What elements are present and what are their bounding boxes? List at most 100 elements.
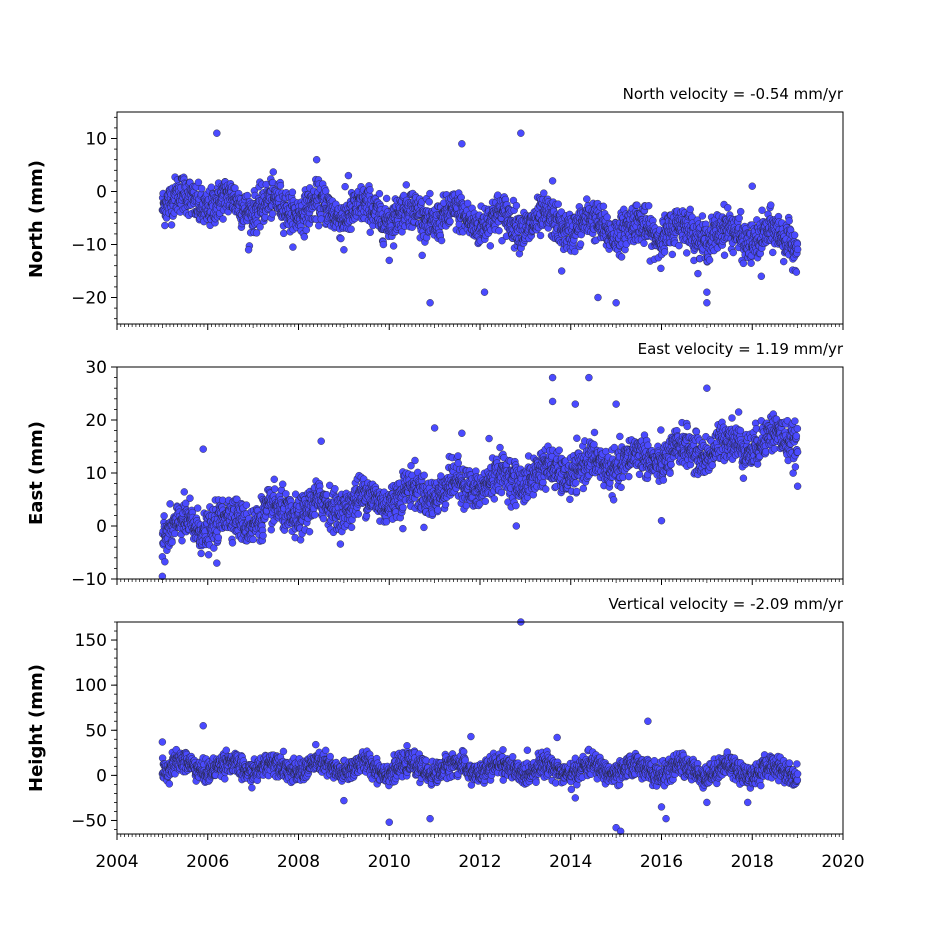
data-point <box>402 181 410 189</box>
data-point <box>603 213 611 221</box>
data-point <box>590 428 599 437</box>
outlier-point <box>385 256 393 265</box>
data-point <box>769 248 777 257</box>
data-point <box>660 248 669 256</box>
data-point <box>197 184 206 193</box>
data-point <box>411 456 419 465</box>
data-point <box>315 222 323 230</box>
data-point <box>512 501 520 510</box>
data-point <box>252 229 261 237</box>
data-point <box>271 485 279 493</box>
data-point <box>161 558 169 566</box>
east-y-tick-label: −10 <box>71 570 107 590</box>
outlier-point <box>312 155 321 164</box>
outlier-point <box>517 129 525 137</box>
east-velocity-title: East velocity = 1.19 mm/yr <box>638 340 844 358</box>
data-point <box>616 432 624 441</box>
data-point <box>242 501 251 509</box>
north-scatter-points <box>158 129 802 307</box>
data-point <box>197 549 205 558</box>
data-point <box>311 511 319 519</box>
data-point <box>736 207 745 216</box>
data-point <box>675 242 683 250</box>
data-point <box>640 239 648 247</box>
east-y-tick-label: 0 <box>96 517 107 537</box>
data-point <box>268 210 277 218</box>
data-point <box>276 181 285 190</box>
data-point <box>204 551 213 559</box>
data-point <box>495 226 503 235</box>
data-point <box>686 205 694 214</box>
outlier-point <box>594 293 602 302</box>
data-point <box>331 485 339 493</box>
data-point <box>249 535 257 544</box>
data-point <box>441 500 450 509</box>
data-point <box>572 479 580 487</box>
data-point <box>583 195 591 203</box>
data-point <box>302 226 311 234</box>
data-point <box>166 500 174 508</box>
north-y-tick-label: 0 <box>96 183 107 203</box>
data-point <box>379 240 388 249</box>
outlier-point <box>480 288 489 296</box>
data-point <box>540 189 548 197</box>
data-point <box>481 497 490 506</box>
data-point <box>280 229 288 238</box>
data-point <box>554 200 562 208</box>
data-point <box>425 198 433 206</box>
outlier-point <box>748 182 756 190</box>
data-point <box>418 251 426 260</box>
outlier-point <box>426 299 434 307</box>
data-point <box>454 452 462 460</box>
data-point <box>644 202 653 210</box>
data-point <box>434 506 442 514</box>
outlier-point <box>213 129 221 137</box>
data-point <box>694 269 702 278</box>
data-point <box>389 242 398 250</box>
data-point <box>790 231 799 239</box>
data-point <box>490 495 498 503</box>
data-point <box>178 537 186 545</box>
data-point <box>399 503 407 512</box>
data-point <box>282 490 290 498</box>
data-point <box>576 240 585 248</box>
data-point <box>426 189 434 198</box>
data-point <box>566 495 574 504</box>
data-point <box>214 533 223 542</box>
north-y-tick-label: −10 <box>71 236 107 256</box>
data-point <box>319 514 328 523</box>
data-point <box>323 491 331 499</box>
data-point <box>572 487 581 496</box>
data-point <box>486 242 495 250</box>
data-point <box>366 186 374 194</box>
east-y-tick-label: 20 <box>85 411 107 431</box>
data-point <box>780 257 788 266</box>
outlier-point <box>548 177 557 185</box>
data-point <box>573 434 581 442</box>
data-point <box>454 459 462 467</box>
data-point <box>555 446 563 454</box>
data-point <box>347 225 355 233</box>
data-point <box>160 512 168 520</box>
north-velocity-title: North velocity = -0.54 mm/yr <box>623 85 844 103</box>
data-point <box>437 236 446 245</box>
data-point <box>724 204 732 212</box>
east-y-tick-label: 30 <box>85 358 107 378</box>
data-point <box>539 478 547 487</box>
data-point <box>288 188 297 196</box>
data-point <box>270 475 278 484</box>
data-point <box>635 470 644 479</box>
data-point <box>375 189 384 198</box>
data-point <box>792 268 801 276</box>
data-point <box>256 223 264 231</box>
data-point <box>186 494 194 502</box>
data-point <box>420 523 428 532</box>
data-point <box>698 212 707 220</box>
data-point <box>219 215 227 223</box>
data-point <box>337 234 345 243</box>
data-point <box>758 206 766 214</box>
data-point <box>767 201 775 209</box>
outlier-point <box>340 246 348 254</box>
outlier-point <box>344 171 353 180</box>
